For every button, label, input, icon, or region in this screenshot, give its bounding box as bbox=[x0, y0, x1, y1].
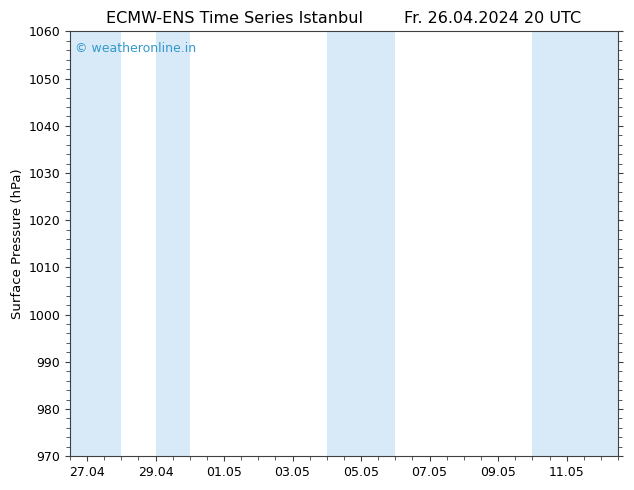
Bar bbox=[155, 31, 190, 456]
Y-axis label: Surface Pressure (hPa): Surface Pressure (hPa) bbox=[11, 169, 24, 319]
Bar bbox=[533, 31, 618, 456]
Bar bbox=[327, 31, 396, 456]
Text: © weatheronline.in: © weatheronline.in bbox=[75, 42, 197, 55]
Bar bbox=[70, 31, 121, 456]
Title: ECMW-ENS Time Series Istanbul        Fr. 26.04.2024 20 UTC: ECMW-ENS Time Series Istanbul Fr. 26.04.… bbox=[107, 11, 581, 26]
